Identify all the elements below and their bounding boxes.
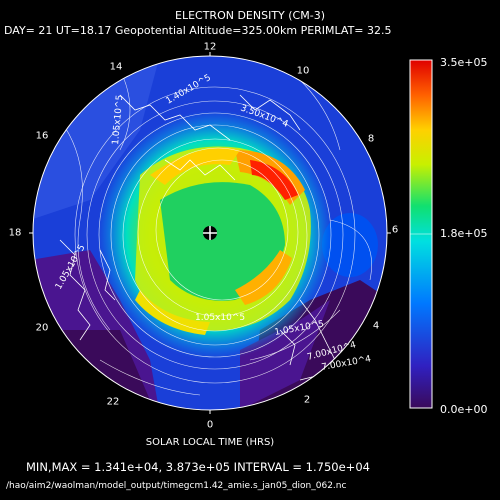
x-axis-label: SOLAR LOCAL TIME (HRS) — [145, 437, 275, 448]
hour-label-6: 6 — [391, 224, 399, 236]
hour-label-12: 12 — [203, 41, 217, 53]
pole-marker — [203, 226, 217, 240]
hour-ticks — [29, 52, 391, 414]
contour-lines — [59, 69, 372, 396]
hour-label-22: 22 — [106, 396, 120, 408]
plot-title: ELECTRON DENSITY (CM-3) — [175, 9, 325, 22]
minmax-readout: MIN,MAX = 1.341e+04, 3.873e+05 INTERVAL … — [26, 460, 370, 474]
hour-label-0: 0 — [206, 419, 214, 431]
colorbar-mid-label: 1.8e+05 — [440, 227, 488, 240]
hour-label-8: 8 — [367, 133, 375, 145]
hour-label-10: 10 — [296, 65, 310, 77]
hour-label-2: 2 — [303, 394, 311, 406]
hour-label-18: 18 — [8, 227, 22, 239]
colorbar-max-label: 3.5e+05 — [440, 56, 488, 69]
plot-subtitle: DAY= 21 UT=18.17 Geopotential Altitude=3… — [4, 24, 392, 37]
file-path: /hao/aim2/waolman/model_output/timegcm1.… — [6, 481, 347, 491]
hour-label-16: 16 — [35, 130, 49, 142]
contour-label: 1.05x10^5 — [111, 94, 125, 145]
hour-label-4: 4 — [372, 320, 380, 332]
hour-label-14: 14 — [109, 61, 123, 73]
contour-label: 1.05x10^5 — [195, 313, 245, 323]
colorbar-min-label: 0.0e+00 — [440, 403, 488, 416]
hour-label-20: 20 — [35, 322, 49, 334]
